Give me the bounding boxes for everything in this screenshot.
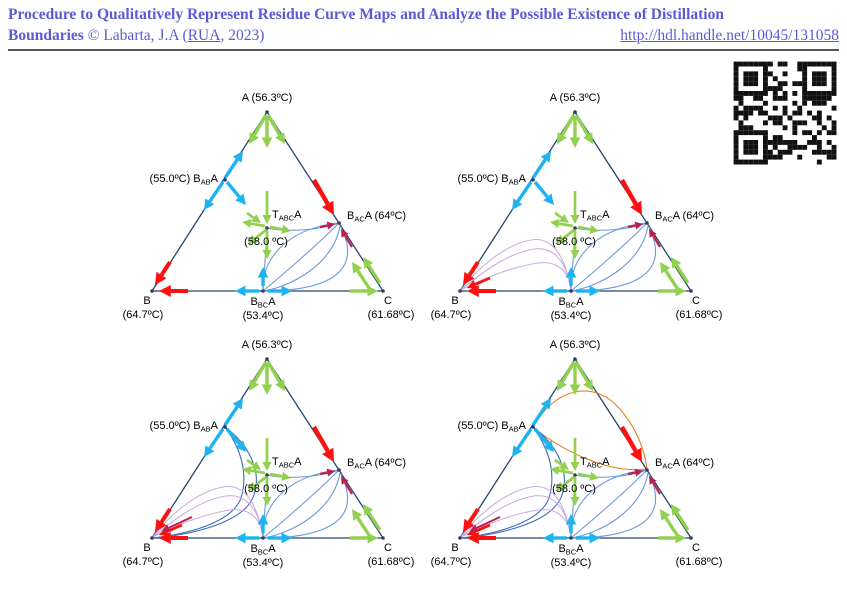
node-dots [150,357,385,540]
label-vertex-B-temp: (64.7ºC) [123,556,164,568]
label-vertex-C: C [692,542,700,554]
rcm-panel-1: A (56.3ºC) B (64.7ºC) C (61.68ºC) (55.0ºC) BA… [123,92,415,322]
label-vertex-B-temp: (64.7ºC) [123,309,164,321]
rcm-panel-4: A (56.3ºC) B (64.7ºC) C (61.68ºC) (55.0ºC) BA… [431,339,723,569]
label-azeotrope-BBC-temp: (53.4ºC) [551,310,592,322]
rcm-panel-2: A (56.3ºC) B (64.7ºC) C (61.68ºC) (55.0ºC) BA… [431,92,723,322]
label-azeotrope-BBC: BBCA [558,543,584,557]
label-azeotrope-BBC-temp: (53.4ºC) [243,557,284,569]
label-azeotrope-BAB: (55.0ºC) BABA [150,173,219,187]
label-vertex-B: B [451,542,458,554]
qr-code [730,58,840,168]
node-dots [458,357,693,540]
label-azeotrope-BAC: BACA (64ºC) [655,457,714,471]
label-azeotrope-TABC: TABCA [580,209,610,223]
handle-url-link[interactable]: http://hdl.handle.net/10045/131058 [620,27,839,44]
node-dots [458,110,693,293]
label-vertex-B: B [451,295,458,307]
label-azeotrope-BAC: BACA (64ºC) [655,210,714,224]
label-azeotrope-TABC: TABCA [580,456,610,470]
label-vertex-C: C [384,295,392,307]
label-vertex-C-temp: (61.68ºC) [368,309,415,321]
label-azeotrope-BAC: BACA (64ºC) [347,457,406,471]
node-dots [150,110,385,293]
label-azeotrope-TABC-temp: (58.0 ºC) [244,483,288,495]
label-vertex-C-temp: (61.68ºC) [676,309,723,321]
label-vertex-A: A (56.3ºC) [550,92,600,104]
header-divider [8,49,839,51]
label-azeotrope-BBC: BBCA [250,543,276,557]
label-azeotrope-BAC: BACA (64ºC) [347,210,406,224]
label-azeotrope-BBC: BBCA [250,296,276,310]
arrows [155,361,382,544]
curves-bbc-to-bac-blue [262,222,348,292]
label-vertex-B-temp: (64.7ºC) [431,556,472,568]
author-credit: © Labarta, J.A (RUA, 2023) [87,27,265,44]
label-vertex-C: C [384,542,392,554]
page-title: Procedure to Qualitatively Represent Res… [8,6,724,23]
label-vertex-A: A (56.3ºC) [242,339,292,351]
label-vertex-A: A (56.3ºC) [550,339,600,351]
label-azeotrope-BBC-temp: (53.4ºC) [243,310,284,322]
curves-bbc-to-bac-blue [262,469,348,539]
label-vertex-B-temp: (64.7ºC) [431,309,472,321]
label-vertex-A: A (56.3ºC) [242,92,292,104]
arrows [463,361,690,544]
label-vertex-B: B [143,542,150,554]
label-azeotrope-TABC-temp: (58.0 ºC) [552,236,596,248]
label-azeotrope-TABC-temp: (58.0 ºC) [244,236,288,248]
rcm-panel-3: A (56.3ºC) B (64.7ºC) C (61.68ºC) (55.0ºC) BA… [123,339,415,569]
label-azeotrope-BBC: BBCA [558,296,584,310]
page-title-continued: Boundaries © Labarta, J.A (RUA, 2023) [8,27,265,44]
label-azeotrope-TABC-temp: (58.0 ºC) [552,483,596,495]
label-vertex-B: B [143,295,150,307]
label-azeotrope-BAB: (55.0ºC) BABA [458,420,527,434]
arrows [463,114,690,297]
label-vertex-C: C [692,295,700,307]
curves-bab-to-bac-orange [532,390,648,471]
curves-bbc-to-bac-blue [570,469,656,539]
label-azeotrope-TABC: TABCA [272,209,302,223]
label-azeotrope-BBC-temp: (53.4ºC) [551,557,592,569]
label-azeotrope-BAB: (55.0ºC) BABA [458,173,527,187]
label-azeotrope-BAB: (55.0ºC) BABA [150,420,219,434]
label-vertex-C-temp: (61.68ºC) [368,556,415,568]
arrows [155,114,382,297]
label-azeotrope-TABC: TABCA [272,456,302,470]
document-header: Procedure to Qualitatively Represent Res… [8,4,839,46]
label-vertex-C-temp: (61.68ºC) [676,556,723,568]
rua-link[interactable]: RUA [187,27,221,44]
curves-bbc-to-bac-blue [570,222,656,292]
